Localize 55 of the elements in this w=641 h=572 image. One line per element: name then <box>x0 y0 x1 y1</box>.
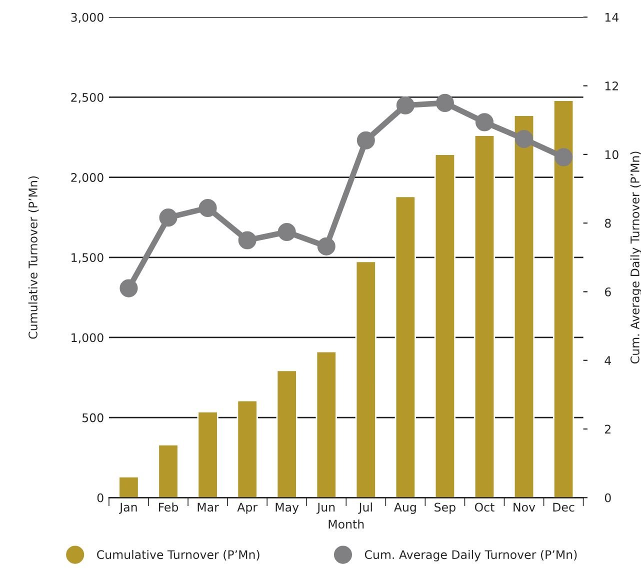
y2-tick-label: 10 <box>605 150 618 160</box>
x-tick-label: Sep <box>434 502 456 514</box>
bar <box>552 100 574 498</box>
bar <box>236 400 258 498</box>
y-tick-label: 500 <box>82 413 104 422</box>
x-tick-label: May <box>276 502 299 514</box>
point <box>356 131 375 150</box>
x-tick-label: Dec <box>553 502 574 512</box>
point <box>198 198 217 218</box>
x-tick-label: Jan <box>119 502 137 514</box>
legend-label: Cumulative Turnover (P’Mn) <box>97 550 260 560</box>
bar <box>513 114 535 498</box>
point <box>554 148 573 166</box>
bar <box>355 260 376 498</box>
point <box>514 130 534 148</box>
point <box>475 113 494 132</box>
x-tick-label: Jul <box>358 502 372 514</box>
point <box>317 237 336 256</box>
point <box>396 96 414 114</box>
y2-tick-label: 0 <box>604 493 611 502</box>
y2-tick-label: 14 <box>605 13 619 22</box>
y2-tick-label: 4 <box>604 356 611 365</box>
point <box>436 94 454 112</box>
bar <box>158 444 179 498</box>
x-tick-label: Aug <box>394 502 416 514</box>
x-axis-title: Month <box>328 519 364 529</box>
y2-tick-label: 6 <box>604 287 611 296</box>
point <box>238 231 256 250</box>
point <box>159 208 178 227</box>
y-tick-label: 1,000 <box>72 333 104 344</box>
bar <box>434 154 456 498</box>
y-tick-label: 1,500 <box>72 253 104 264</box>
y-tick-label: 3,000 <box>71 12 104 24</box>
x-tick-label: Nov <box>514 502 536 512</box>
y2-tick-label: 12 <box>605 82 618 90</box>
y-tick-label: 2,000 <box>71 173 104 184</box>
point <box>278 222 296 242</box>
bar <box>276 370 298 498</box>
y2-tick-label: 8 <box>604 218 611 228</box>
bar <box>316 350 337 498</box>
legend-label: Cum. Average Daily Turnover (P’Mn) <box>364 550 577 562</box>
y-axis-title: Cumulative Turnover (P’Mn) <box>28 176 39 339</box>
x-tick-label: Mar <box>198 502 219 512</box>
x-tick-label: Oct <box>474 502 494 512</box>
y-tick-label: 2,500 <box>71 92 104 104</box>
y-tick-label: 0 <box>97 493 104 502</box>
y2-tick-label: 2 <box>605 424 610 434</box>
x-tick-label: Jun <box>316 502 335 514</box>
bar <box>197 410 218 498</box>
x-tick-label: Feb <box>158 502 178 512</box>
point <box>120 279 138 298</box>
bar <box>394 196 416 498</box>
bar <box>118 476 140 498</box>
bar <box>474 134 496 498</box>
x-tick-label: Apr <box>237 502 258 514</box>
